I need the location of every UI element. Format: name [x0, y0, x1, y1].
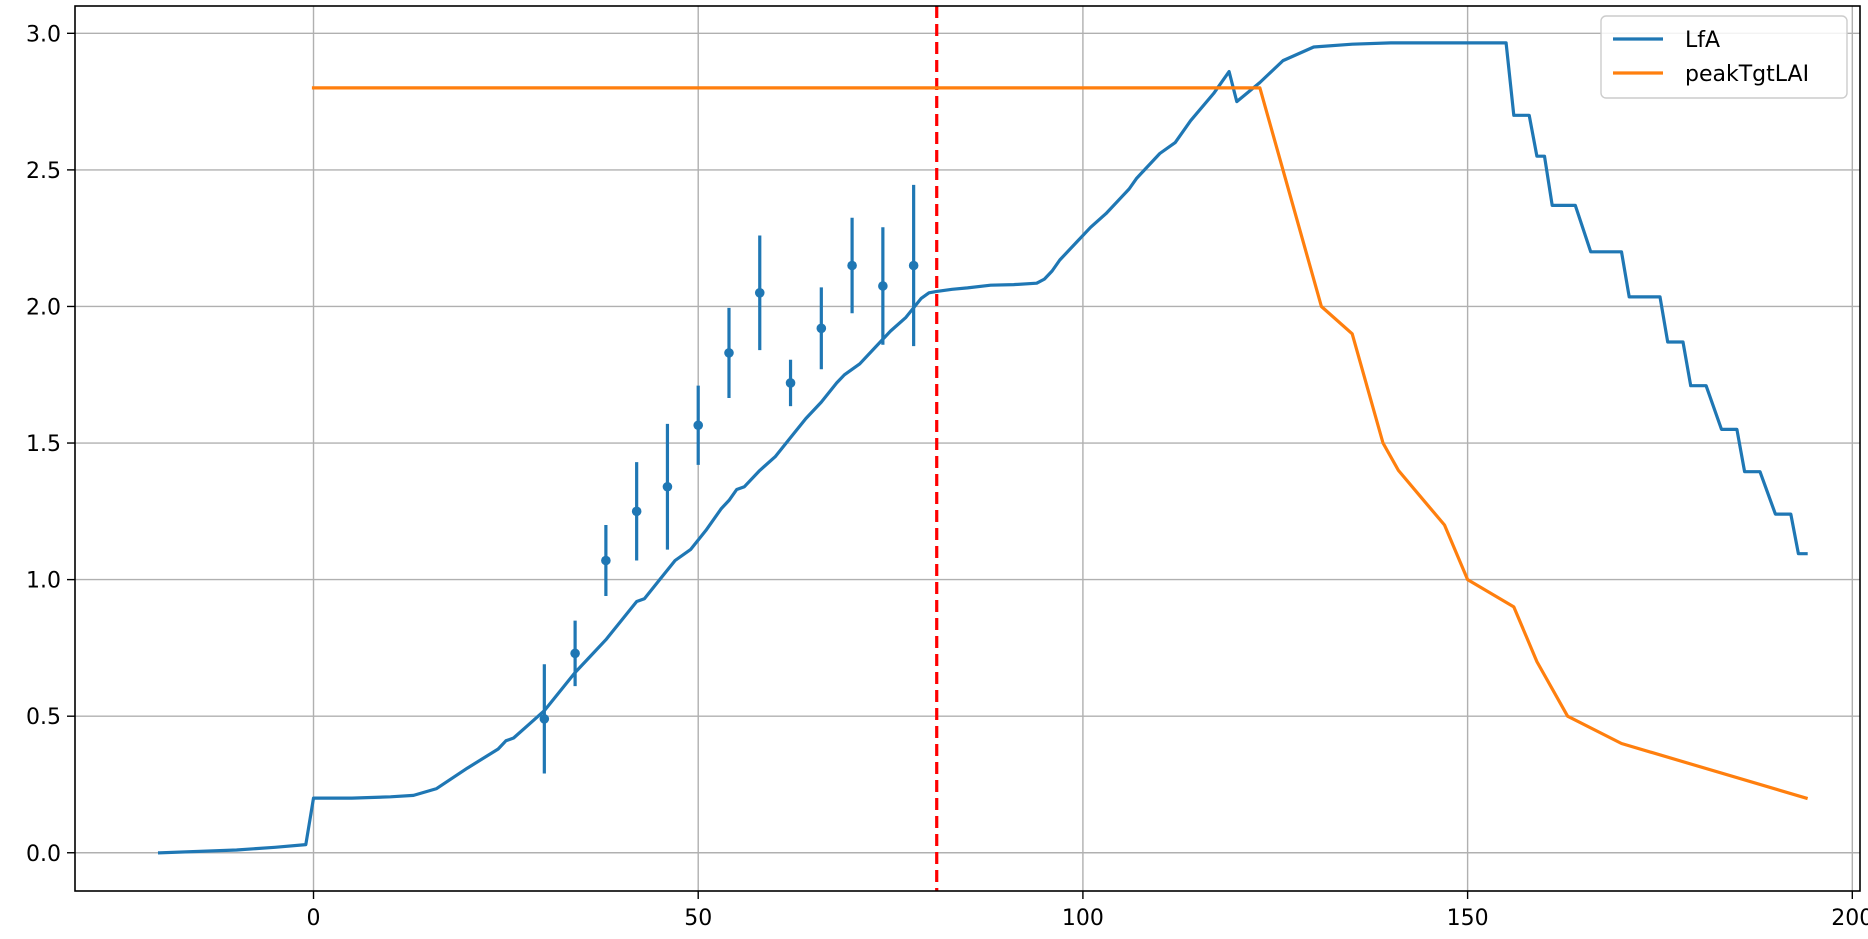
y-tick-label: 0.5: [26, 705, 61, 730]
data-point: [693, 420, 704, 431]
data-point: [631, 506, 642, 517]
series-line-LfA: [157, 41, 1808, 855]
legend: LfA peakTgtLAI: [1600, 15, 1848, 99]
data-point: [785, 378, 796, 388]
x-tick-label: 0: [307, 906, 321, 931]
data-point: [662, 481, 673, 492]
plot-frame: [74, 5, 1861, 892]
data-point: [908, 260, 919, 271]
data-point: [816, 323, 827, 334]
y-axis: 0.0 0.5 1.0 1.5 2.0 2.5 3.0: [26, 22, 75, 867]
data-point: [539, 714, 550, 724]
error-bars: [539, 184, 919, 774]
data-point: [570, 648, 580, 659]
data-point: [878, 281, 888, 291]
legend-box: [1600, 15, 1848, 99]
data-point: [754, 288, 765, 298]
y-tick-label: 1.0: [26, 569, 61, 594]
y-tick-label: 2.5: [26, 159, 61, 184]
x-tick-label: 50: [684, 906, 712, 931]
y-tick-label: 0.0: [26, 842, 61, 867]
legend-label: LfA: [1685, 28, 1720, 53]
data-point: [847, 260, 857, 271]
x-axis: 0 50 100 150 200: [307, 891, 1868, 931]
data-point: [724, 348, 734, 358]
series-line-peakTgtLAI: [311, 86, 1809, 801]
y-tick-label: 2.0: [26, 295, 61, 320]
series-lines: [157, 41, 1809, 855]
x-tick-label: 150: [1447, 906, 1489, 931]
legend-label: peakTgtLAI: [1685, 62, 1809, 87]
y-tick-label: 1.5: [26, 432, 61, 457]
data-point: [601, 555, 611, 566]
grid-lines: [75, 6, 1860, 891]
x-tick-label: 200: [1831, 906, 1868, 931]
y-tick-label: 3.0: [26, 22, 61, 47]
x-tick-label: 100: [1062, 906, 1104, 931]
